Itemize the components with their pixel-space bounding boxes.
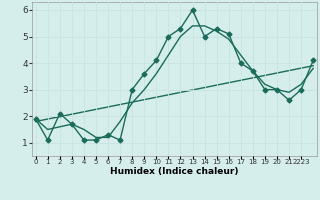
X-axis label: Humidex (Indice chaleur): Humidex (Indice chaleur) xyxy=(110,167,239,176)
